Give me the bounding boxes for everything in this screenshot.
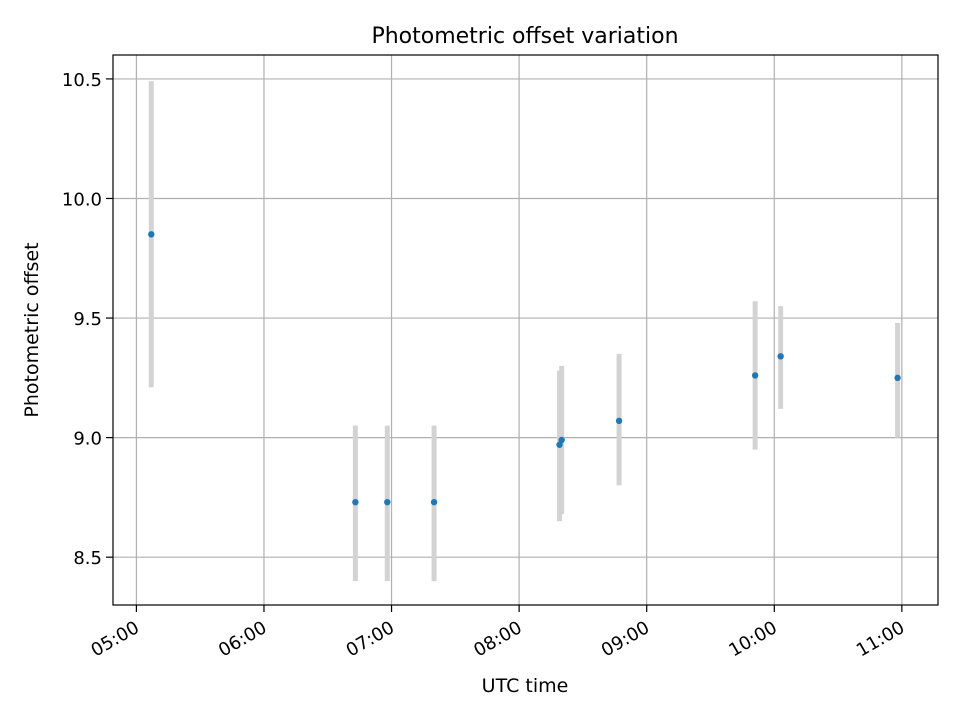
data-point — [384, 498, 391, 506]
chart-title: Photometric offset variation — [371, 24, 678, 49]
data-point — [558, 436, 565, 444]
data-point — [430, 498, 438, 506]
data-point — [751, 372, 759, 379]
data-point — [777, 353, 784, 360]
x-axis-label: UTC time — [482, 675, 569, 697]
data-point — [352, 498, 359, 506]
y-tick-label: 8.5 — [73, 548, 102, 569]
y-axis-label: Photometric offset — [21, 242, 43, 417]
y-tick-label: 9.5 — [73, 309, 102, 330]
data-point — [894, 374, 901, 382]
plot-frame — [112, 54, 939, 606]
data-point — [148, 231, 155, 238]
y-tick-label: 10.0 — [62, 189, 102, 210]
data-points — [148, 231, 901, 506]
y-tick-label: 10.5 — [62, 70, 102, 91]
y-tick-label: 9.0 — [73, 429, 102, 450]
grid-lines — [113, 55, 938, 605]
data-point — [556, 441, 563, 448]
data-point — [615, 417, 623, 425]
y-axis-ticks: 8.5 9.0 9.5 10.0 10.5 — [62, 70, 113, 569]
